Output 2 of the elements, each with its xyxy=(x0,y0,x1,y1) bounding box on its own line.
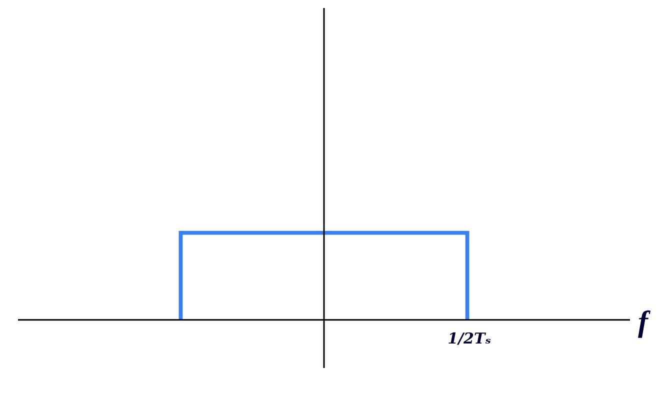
text: f xyxy=(638,306,651,339)
text: 1/2Tₛ xyxy=(448,329,492,348)
